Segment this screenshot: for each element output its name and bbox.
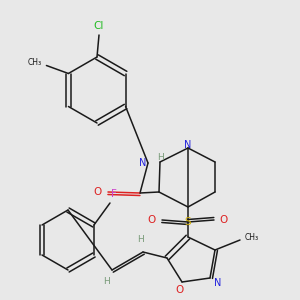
Text: CH₃: CH₃ bbox=[27, 58, 41, 67]
Text: F: F bbox=[111, 189, 117, 199]
Text: H: H bbox=[157, 154, 164, 163]
Text: O: O bbox=[220, 215, 228, 225]
Text: Cl: Cl bbox=[94, 21, 104, 31]
Text: O: O bbox=[148, 215, 156, 225]
Text: O: O bbox=[175, 285, 183, 295]
Text: S: S bbox=[185, 217, 191, 227]
Text: H: H bbox=[138, 236, 144, 244]
Text: N: N bbox=[139, 158, 147, 168]
Text: N: N bbox=[214, 278, 222, 288]
Text: O: O bbox=[94, 187, 102, 197]
Text: CH₃: CH₃ bbox=[245, 232, 259, 242]
Text: H: H bbox=[103, 278, 110, 286]
Text: N: N bbox=[184, 140, 192, 150]
